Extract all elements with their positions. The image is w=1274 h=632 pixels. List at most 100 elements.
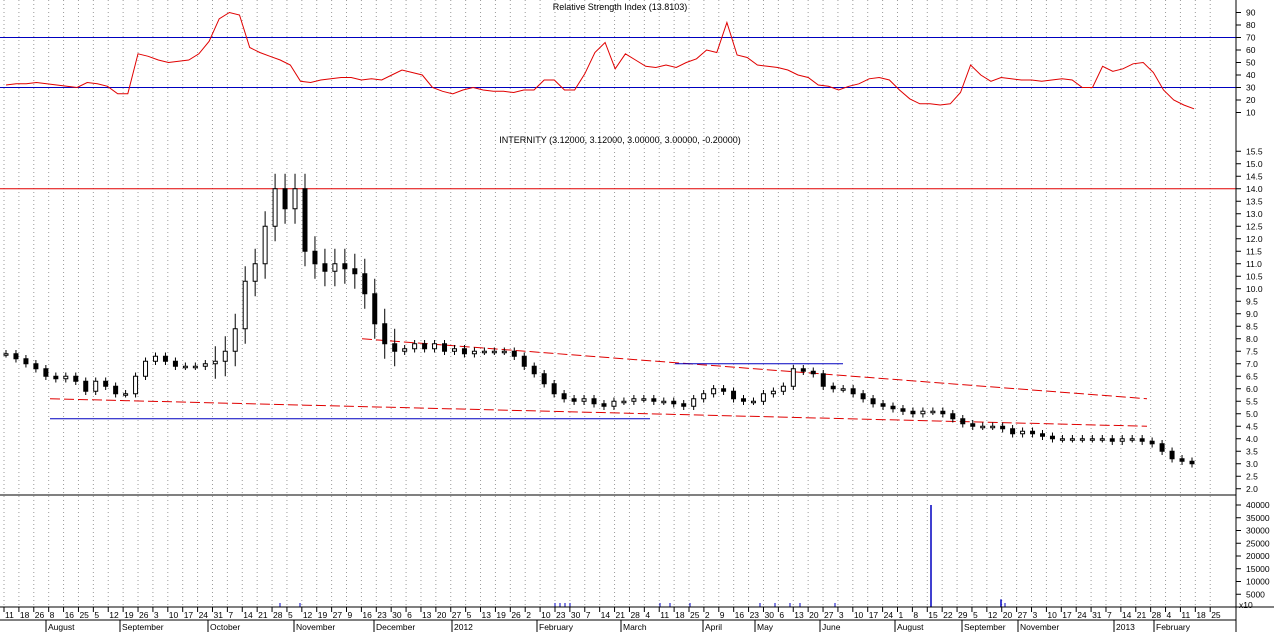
day-label: 3 (839, 610, 844, 620)
price-candle-body (651, 398, 657, 402)
price-candle-body (3, 353, 9, 356)
rsi-y-tick-label: 70 (1246, 33, 1256, 43)
price-candle-body (222, 350, 228, 362)
price-candle-body (382, 323, 388, 345)
rsi-bands (0, 37, 1236, 88)
price-candle-body (83, 380, 89, 392)
month-label: September (964, 622, 1006, 632)
price-candle-body (860, 393, 866, 400)
price-candle-body (780, 385, 786, 392)
price-y-tick-label: 7.0 (1246, 359, 1258, 369)
price-candle-body (342, 263, 348, 270)
price-candles (3, 173, 1195, 468)
day-label: 27 (452, 610, 462, 620)
price-candle-body (1030, 430, 1036, 435)
month-label: June (822, 622, 841, 632)
volume-scale-label: x10 (1239, 600, 1253, 610)
day-label: 2 (705, 610, 710, 620)
price-candle-body (162, 355, 168, 362)
price-candle-body (1010, 428, 1016, 435)
price-candle-body (272, 188, 278, 227)
price-candle-body (1020, 430, 1026, 435)
price-y-tick-label: 10.5 (1246, 271, 1263, 281)
price-candle-body (113, 385, 119, 395)
price-y-tick-label: 11.0 (1246, 259, 1262, 269)
day-label: 11 (5, 610, 14, 620)
month-label: September (122, 622, 164, 632)
day-label: 23 (556, 610, 566, 620)
day-label: 15 (928, 610, 938, 620)
price-candle-body (691, 398, 697, 407)
price-candle-body (940, 410, 946, 415)
volume-y-tick-label: 30000 (1246, 526, 1270, 536)
day-label: 30 (764, 610, 774, 620)
price-candle-body (770, 390, 776, 395)
month-label: August (48, 622, 75, 632)
day-label: 1 (898, 610, 903, 620)
day-label: 31 (1092, 610, 1102, 620)
day-label: 10 (854, 610, 864, 620)
trendlines (49, 338, 1148, 427)
price-candle-body (760, 393, 766, 402)
price-candle-body (850, 388, 856, 395)
price-candle-body (481, 350, 487, 354)
price-candle-body (402, 348, 408, 352)
rsi-y-tick-label: 80 (1246, 20, 1256, 30)
price-candle-body (641, 398, 647, 401)
rsi-title: Relative Strength Index (13.8103) (553, 2, 688, 12)
price-candle-body (1129, 438, 1135, 441)
day-label: 16 (65, 610, 75, 620)
price-candle-body (930, 410, 936, 414)
month-label: March (623, 622, 647, 632)
price-y-tick-label: 15.0 (1246, 159, 1263, 169)
price-candle-body (242, 280, 248, 330)
price-y-tick-label: 6.0 (1246, 384, 1258, 394)
price-candle-body (980, 425, 986, 429)
price-candle-body (571, 398, 577, 402)
price-candle-body (332, 263, 338, 272)
day-label: 17 (869, 610, 879, 620)
price-candle-body (900, 408, 906, 412)
day-label: 21 (258, 610, 268, 620)
price-y-tick-label: 10.0 (1246, 284, 1263, 294)
price-y-tick-label: 12.5 (1246, 221, 1263, 231)
price-candle-body (551, 383, 557, 395)
price-candle-body (262, 225, 268, 265)
price-candle-body (312, 250, 318, 265)
price-candle-body (471, 350, 477, 355)
gridlines (3, 0, 1211, 607)
rsi-y-tick-label: 60 (1246, 45, 1256, 55)
day-label: 27 (824, 610, 834, 620)
price-candle-body (1109, 438, 1115, 442)
trendline (49, 398, 1148, 427)
price-candle-body (43, 368, 49, 377)
day-label: 12 (988, 610, 998, 620)
day-label: 21 (616, 610, 626, 620)
price-y-tick-label: 4.0 (1246, 434, 1258, 444)
day-label: 27 (333, 610, 343, 620)
price-candle-body (1089, 438, 1095, 441)
month-label: November (296, 622, 335, 632)
rsi-y-tick-label: 30 (1246, 83, 1256, 93)
month-label: May (757, 622, 774, 632)
price-y-tick-label: 2.5 (1246, 471, 1258, 481)
day-label: 19 (496, 610, 506, 620)
month-label: April (705, 622, 722, 632)
day-label: 24 (1077, 610, 1087, 620)
day-label: 14 (1122, 610, 1132, 620)
price-candle-body (661, 400, 667, 404)
day-label: 4 (645, 610, 650, 620)
day-label: 4 (1167, 610, 1172, 620)
day-label: 8 (913, 610, 918, 620)
day-label: 11 (660, 610, 669, 620)
price-candle-body (1079, 438, 1085, 441)
rsi-y-tick-label: 10 (1246, 108, 1256, 118)
price-candle-body (172, 360, 178, 367)
day-label: 28 (1152, 610, 1162, 620)
day-label: 6 (407, 610, 412, 620)
price-candle-body (681, 403, 687, 407)
day-label: 9 (348, 610, 353, 620)
price-candle-body (561, 393, 567, 400)
volume-y-tick-label: 35000 (1246, 513, 1270, 523)
trendline (361, 338, 1148, 400)
